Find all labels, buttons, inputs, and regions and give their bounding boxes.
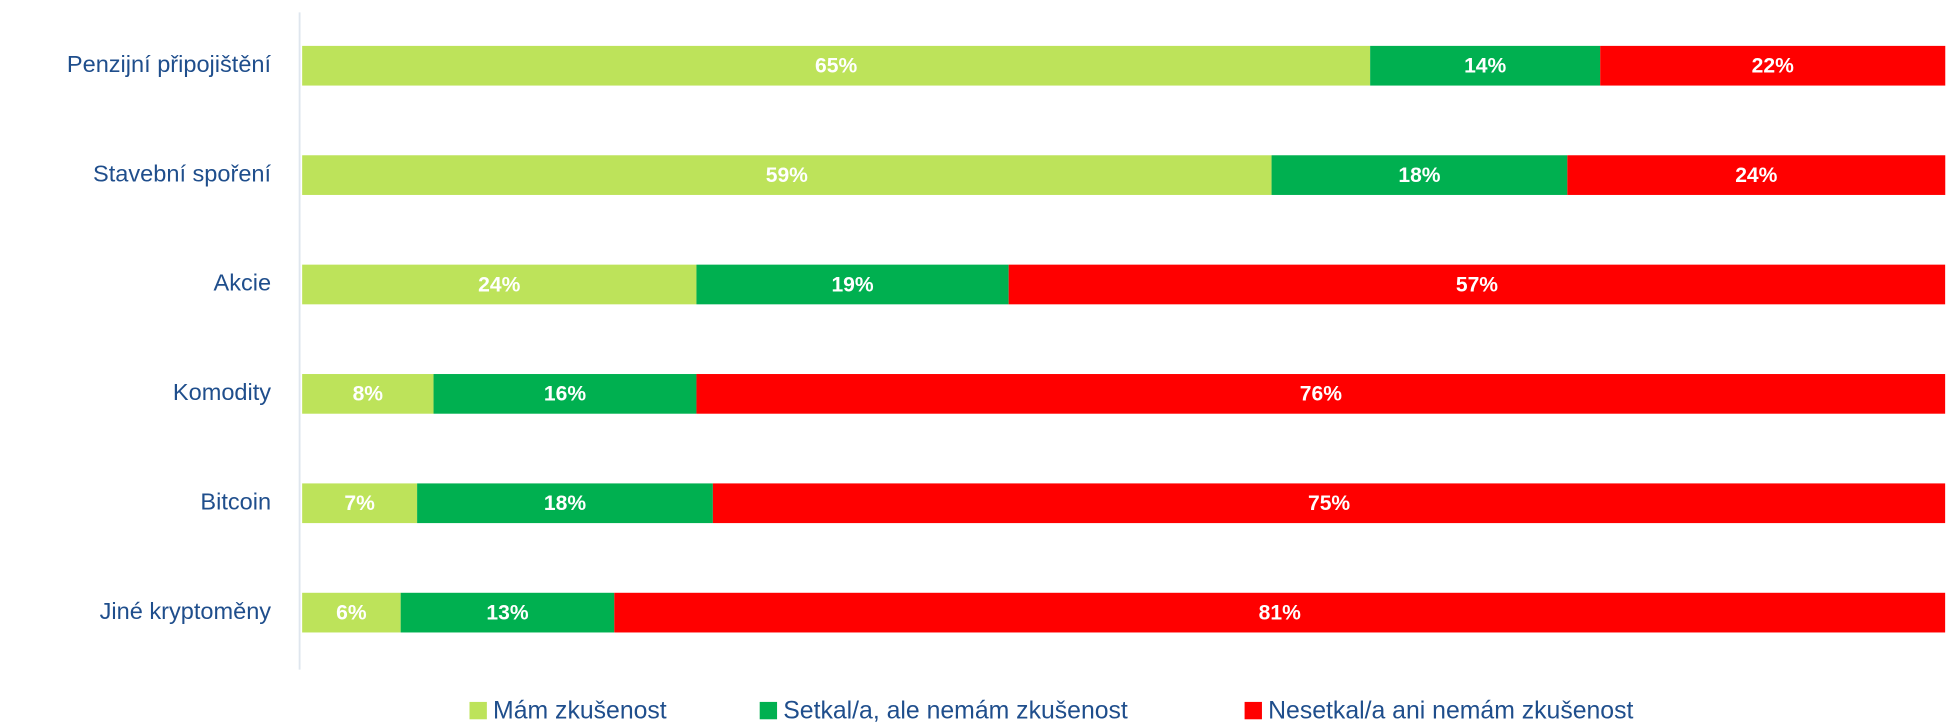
bar-segment bbox=[400, 592, 615, 633]
bar-segment bbox=[1008, 264, 1946, 305]
bar-segment bbox=[302, 45, 1371, 86]
bar-segment bbox=[302, 155, 1272, 195]
bar-segment bbox=[302, 374, 434, 414]
data-label: 14% bbox=[1464, 55, 1506, 78]
bar-segment bbox=[1600, 45, 1946, 86]
bar-segment bbox=[433, 374, 697, 414]
data-label: 13% bbox=[486, 601, 528, 624]
plot-area bbox=[302, 45, 1946, 633]
legend-swatch bbox=[469, 701, 487, 720]
bar-segment bbox=[696, 374, 1946, 414]
bar-segment bbox=[302, 483, 418, 524]
data-label: 65% bbox=[815, 55, 857, 78]
data-label: 59% bbox=[766, 164, 808, 187]
legend-swatch bbox=[1244, 701, 1262, 720]
bar-segment bbox=[302, 592, 401, 633]
bar-segment bbox=[1370, 45, 1601, 86]
category-label: Akcie bbox=[213, 270, 271, 296]
data-label: 81% bbox=[1259, 601, 1301, 624]
data-label: 8% bbox=[353, 383, 384, 406]
labels: Penzijní připojištění 65% 14% 22% Stavební s… bbox=[67, 51, 1794, 723]
legend-label: Mám zkušenost bbox=[493, 697, 667, 723]
bar-segment bbox=[696, 264, 1009, 305]
data-label: 76% bbox=[1300, 383, 1342, 406]
bar-segment bbox=[417, 483, 713, 524]
category-label: Penzijní připojištění bbox=[67, 51, 272, 77]
bar-segment bbox=[614, 592, 1946, 633]
data-label: 57% bbox=[1456, 273, 1498, 296]
data-label: 22% bbox=[1752, 55, 1794, 78]
legend-label: Nesetkal/a ani nemám zkušenost bbox=[1268, 697, 1633, 723]
bar-segment bbox=[302, 264, 697, 305]
data-label: 24% bbox=[1735, 164, 1777, 187]
bar-segment bbox=[712, 483, 1946, 524]
data-label: 7% bbox=[344, 492, 375, 515]
category-label: Bitcoin bbox=[200, 488, 271, 514]
bar-segment bbox=[1567, 155, 1946, 195]
data-label: 75% bbox=[1308, 492, 1350, 515]
bar-segment bbox=[1271, 155, 1568, 195]
category-label: Stavební spoření bbox=[93, 160, 271, 186]
legend-swatch bbox=[759, 701, 778, 720]
category-label: Komodity bbox=[173, 379, 271, 405]
data-label: 24% bbox=[478, 273, 520, 296]
data-label: 18% bbox=[1398, 164, 1440, 187]
legend-label: Setkal/a, ale nemám zkušenost bbox=[783, 697, 1128, 723]
category-label: Jiné kryptoměny bbox=[100, 598, 272, 624]
data-label: 18% bbox=[544, 492, 586, 515]
data-label: 6% bbox=[336, 601, 367, 624]
data-label: 19% bbox=[831, 273, 873, 296]
data-label: 16% bbox=[544, 383, 586, 406]
